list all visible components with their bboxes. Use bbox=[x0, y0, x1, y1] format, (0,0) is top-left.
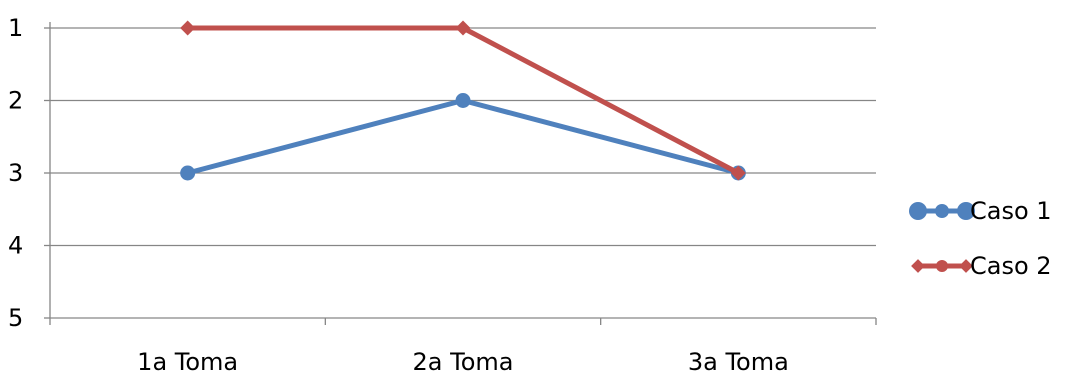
x-tick-label: 2a Toma bbox=[413, 348, 514, 376]
y-tick-label: 4 bbox=[8, 232, 23, 260]
y-tick-label: 5 bbox=[8, 304, 23, 332]
x-tick-label: 3a Toma bbox=[688, 348, 789, 376]
y-tick-label: 3 bbox=[8, 159, 23, 187]
y-tick-label: 2 bbox=[8, 87, 23, 115]
y-tick-label: 1 bbox=[8, 14, 23, 42]
legend-marker bbox=[957, 202, 975, 220]
series-group bbox=[180, 20, 746, 181]
data-point bbox=[455, 20, 471, 36]
gridlines bbox=[50, 27, 876, 247]
legend-item-2: Caso 2 bbox=[911, 252, 1052, 280]
data-point bbox=[730, 165, 746, 181]
legend-marker bbox=[935, 204, 949, 218]
legend-marker bbox=[959, 259, 973, 273]
data-point bbox=[455, 93, 471, 108]
series-2 bbox=[180, 20, 746, 181]
series-line bbox=[187, 98, 739, 176]
legend-marker bbox=[911, 259, 925, 273]
legend-item-1: Caso 1 bbox=[909, 197, 1052, 225]
axes bbox=[44, 22, 877, 325]
legend-marker bbox=[909, 202, 927, 220]
legend-marker bbox=[936, 260, 948, 272]
y-axis-labels: 1 2 3 4 5 bbox=[8, 14, 23, 332]
series-1 bbox=[180, 93, 746, 181]
data-point bbox=[180, 20, 196, 36]
legend: Caso 1 Caso 2 bbox=[909, 197, 1052, 280]
x-tick-label: 1a Toma bbox=[137, 348, 238, 376]
x-axis-labels: 1a Toma 2a Toma 3a Toma bbox=[137, 348, 789, 376]
legend-label: Caso 1 bbox=[970, 197, 1052, 225]
data-point bbox=[180, 165, 196, 181]
legend-label: Caso 2 bbox=[970, 252, 1052, 280]
